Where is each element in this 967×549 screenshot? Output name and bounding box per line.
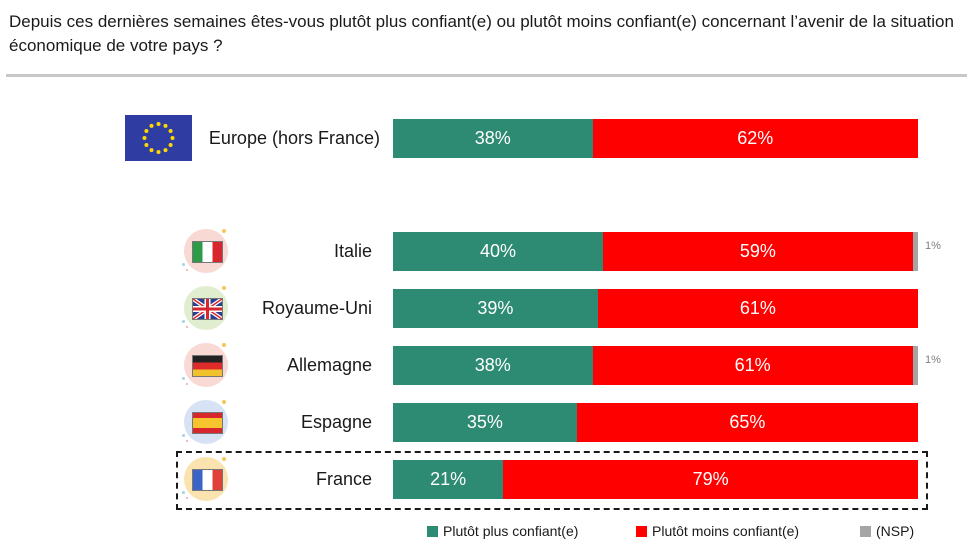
seg-moins: 61% bbox=[592, 346, 913, 385]
legend-label-nsp: (NSP) bbox=[876, 523, 915, 539]
decorative-dot bbox=[222, 286, 226, 290]
germany-flag-icon bbox=[182, 343, 228, 387]
seg-moins: 79% bbox=[503, 460, 918, 499]
category-label: Espagne bbox=[300, 412, 372, 432]
legend-swatch-plus bbox=[427, 525, 438, 537]
question-title: Depuis ces dernières semaines êtes-vous … bbox=[9, 12, 954, 55]
decorative-dot bbox=[182, 434, 185, 437]
eu-star-icon bbox=[168, 129, 173, 133]
seg-plus: 39% bbox=[393, 289, 598, 328]
category-label: Royaume-Uni bbox=[261, 298, 372, 318]
decorative-dot bbox=[222, 400, 226, 404]
legend-swatch-nsp bbox=[860, 525, 871, 537]
eu-star-icon bbox=[156, 150, 161, 154]
flag-graphic bbox=[192, 241, 223, 263]
eu-star-icon bbox=[163, 123, 168, 128]
legend-item-nsp: (NSP) bbox=[860, 523, 914, 539]
bar-row: 38% 62% bbox=[393, 119, 918, 158]
data-label: 65% bbox=[729, 412, 766, 432]
decorative-dot bbox=[182, 320, 185, 323]
legend-item-moins: Plutôt moins confiant(e) bbox=[636, 523, 799, 539]
eu-star-icon bbox=[168, 143, 173, 147]
eu-star-icon bbox=[163, 148, 168, 153]
decorative-dot bbox=[182, 491, 185, 494]
seg-moins: 59% bbox=[603, 232, 913, 271]
flag-graphic bbox=[192, 298, 223, 320]
eu-star-icon bbox=[149, 148, 154, 153]
data-label: 61% bbox=[734, 355, 771, 375]
seg-nsp bbox=[912, 232, 918, 271]
nsp-data-label: 1% bbox=[925, 354, 941, 366]
france-flag-icon bbox=[182, 457, 228, 501]
flag-graphic bbox=[192, 355, 223, 377]
bar-row: 21% 79% bbox=[393, 460, 918, 499]
category-label: France bbox=[315, 469, 372, 489]
legend-label-plus: Plutôt plus confiant(e) bbox=[443, 523, 579, 539]
data-label: 79% bbox=[692, 469, 729, 489]
decorative-dot bbox=[186, 269, 188, 271]
data-label: 38% bbox=[474, 128, 511, 148]
decorative-dot bbox=[222, 343, 226, 347]
eu-flag-icon bbox=[125, 115, 192, 161]
decorative-dot bbox=[186, 326, 188, 328]
uk-union-jack bbox=[193, 299, 222, 319]
decorative-dot bbox=[182, 377, 185, 380]
bar-row: 38% 61% bbox=[393, 346, 918, 385]
seg-plus: 38% bbox=[393, 346, 593, 385]
seg-nsp bbox=[912, 346, 918, 385]
legend-swatch-moins bbox=[636, 525, 647, 537]
decorative-dot bbox=[186, 383, 188, 385]
flag-graphic bbox=[192, 469, 223, 491]
seg-moins: 61% bbox=[597, 289, 918, 328]
decorative-dot bbox=[186, 440, 188, 442]
bar-row: 40% 59% bbox=[393, 232, 918, 271]
data-label: 59% bbox=[739, 241, 776, 261]
decorative-dot bbox=[182, 263, 185, 266]
data-label: 35% bbox=[466, 412, 503, 432]
bar-row: 35% 65% bbox=[393, 403, 918, 442]
data-label: 38% bbox=[474, 355, 511, 375]
data-label: 40% bbox=[479, 241, 517, 261]
legend-label-moins: Plutôt moins confiant(e) bbox=[652, 523, 800, 539]
eu-star-icon bbox=[144, 143, 149, 147]
decorative-dot bbox=[186, 497, 188, 499]
bar-row: 39% 61% bbox=[393, 289, 918, 328]
seg-plus: 38% bbox=[393, 119, 593, 158]
data-label: 61% bbox=[739, 298, 776, 318]
uk-flag-icon bbox=[182, 286, 228, 330]
data-label: 39% bbox=[477, 298, 514, 318]
seg-moins: 65% bbox=[576, 403, 918, 442]
seg-plus: 35% bbox=[393, 403, 577, 442]
decorative-dot bbox=[222, 229, 226, 233]
decorative-dot bbox=[222, 457, 226, 461]
category-label: Allemagne bbox=[286, 355, 372, 375]
eu-star-icon bbox=[144, 129, 149, 133]
data-label: 62% bbox=[737, 128, 774, 148]
flag-graphic bbox=[192, 412, 223, 434]
eu-star-icon bbox=[170, 136, 175, 140]
eu-star-icon bbox=[156, 122, 161, 126]
eu-star-icon bbox=[142, 136, 147, 140]
nsp-data-label: 1% bbox=[925, 240, 941, 252]
italy-flag-icon bbox=[182, 229, 228, 273]
seg-plus: 21% bbox=[393, 460, 504, 499]
category-label: Europe (hors France) bbox=[208, 128, 380, 148]
category-label: Italie bbox=[333, 241, 372, 261]
legend-item-plus: Plutôt plus confiant(e) bbox=[427, 523, 578, 539]
header-divider bbox=[6, 74, 967, 77]
spain-flag-icon bbox=[182, 400, 228, 444]
seg-moins: 62% bbox=[592, 119, 918, 158]
data-label: 21% bbox=[430, 469, 467, 489]
seg-plus: 40% bbox=[393, 232, 603, 271]
france-highlight-box bbox=[176, 451, 928, 510]
eu-star-icon bbox=[149, 123, 154, 128]
